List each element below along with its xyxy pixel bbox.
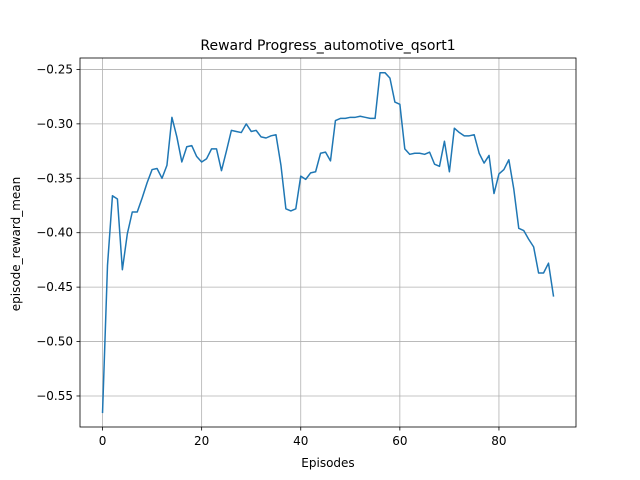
x-tick-label: 20 <box>194 434 209 448</box>
y-tick-label: −0.55 <box>36 389 73 403</box>
grid <box>80 58 576 427</box>
y-tick-label: −0.35 <box>36 171 73 185</box>
y-tick-label: −0.30 <box>36 117 73 131</box>
plot-frame <box>79 57 577 428</box>
y-tick-label: −0.50 <box>36 335 73 349</box>
y-axis-label: episode_reward_mean <box>9 177 23 312</box>
y-tick-label: −0.45 <box>36 280 73 294</box>
x-tick-label: 40 <box>293 434 308 448</box>
x-tick-label: 60 <box>392 434 407 448</box>
x-tick-label: 0 <box>99 434 107 448</box>
series-line <box>101 71 555 414</box>
ticks: 0 20 40 60 80 −0.55 −0.50 −0.45 −0.40 −0.35 −0.30 −… <box>36 62 506 448</box>
x-axis-label: Episodes <box>301 456 354 470</box>
y-tick-label: −0.25 <box>36 62 73 76</box>
x-tick-label: 80 <box>491 434 506 448</box>
chart-title: Reward Progress_automotive_qsort1 <box>200 38 455 54</box>
y-tick-label: −0.40 <box>36 226 73 240</box>
